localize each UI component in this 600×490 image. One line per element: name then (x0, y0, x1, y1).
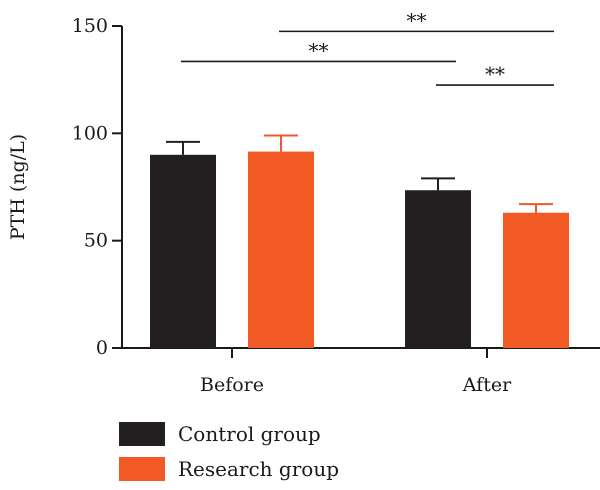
x-ticks: Before After (200, 348, 512, 396)
legend: Control group Research group (119, 422, 339, 481)
bar-control-group-before (150, 154, 216, 348)
bar-research-group-before (248, 151, 314, 348)
y-ticks: 0 50 100 150 (72, 15, 122, 359)
y-tick-label: 100 (72, 122, 108, 144)
legend-label: Research group (178, 457, 339, 481)
significance-label: ** (309, 38, 329, 62)
bars (150, 134, 569, 348)
y-tick-label: 0 (96, 337, 108, 359)
legend-label: Control group (178, 422, 321, 446)
y-tick-label: 150 (72, 15, 108, 37)
legend-swatch-control-group (119, 422, 165, 446)
bar-research-group-after (503, 212, 569, 348)
significance-label: ** (407, 8, 427, 32)
y-axis-label: PTH (ng/L) (7, 134, 29, 240)
significance-label: ** (485, 62, 505, 86)
x-tick-label: Before (200, 374, 264, 396)
bar-control-group-after (405, 190, 471, 348)
y-tick-label: 50 (84, 230, 108, 252)
significance-brackets: ** ** ** (181, 8, 554, 86)
legend-swatch-research-group (119, 457, 165, 481)
x-tick-label: After (462, 374, 512, 396)
